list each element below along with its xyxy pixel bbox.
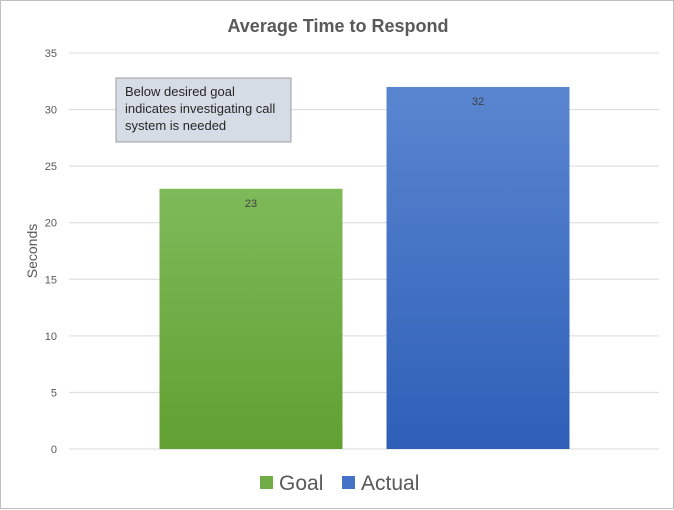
chart-title: Average Time to Respond [227,16,448,36]
annotation-line-2: indicates investigating call [125,101,275,116]
legend-swatch-goal [260,476,273,489]
annotation-line-3: system is needed [125,118,226,133]
y-tick-label: 0 [51,444,57,456]
y-tick-label: 35 [45,48,57,60]
bar-goal [159,188,343,449]
data-labels: 23 32 [245,96,484,210]
y-tick-label: 30 [45,105,57,117]
annotation-line-1: Below desired goal [125,84,235,99]
bars [159,86,570,449]
annotation-note: Below desired goal indicates investigati… [115,77,292,143]
data-label-goal: 23 [245,198,257,210]
y-tick-label: 10 [45,331,57,343]
legend: Goal Actual [260,472,419,495]
y-tick-label: 15 [45,274,57,286]
legend-label-actual: Actual [361,472,419,495]
bar-actual [386,86,570,449]
legend-swatch-actual [342,476,355,489]
y-tick-labels: 0 5 10 15 20 25 30 35 [45,48,57,456]
data-label-actual: 32 [472,96,484,108]
legend-label-goal: Goal [279,472,323,495]
y-tick-label: 5 [51,387,57,399]
y-tick-label: 25 [45,161,57,173]
annotation-box [115,77,292,143]
y-axis-title: Seconds [24,224,40,278]
y-tick-label: 20 [45,218,57,230]
